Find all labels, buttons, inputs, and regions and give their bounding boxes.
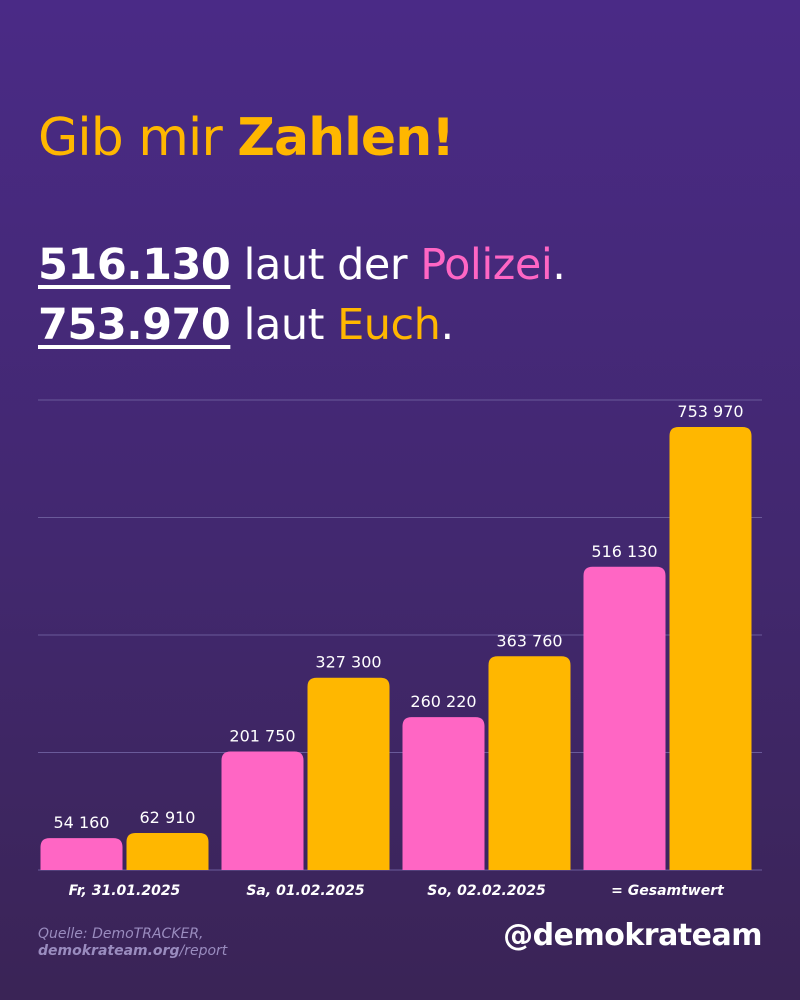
bar-value-label: 62 910	[140, 808, 196, 827]
category-label: Sa, 01.02.2025	[246, 883, 365, 899]
bar-community	[307, 677, 390, 870]
source-community: Euch	[337, 300, 441, 350]
bar-community	[488, 656, 571, 870]
bar-value-label: 260 220	[410, 692, 476, 711]
source-path: /report	[179, 943, 228, 959]
category-label: = Gesamtwert	[611, 883, 725, 899]
bar-value-label: 753 970	[677, 402, 743, 421]
stat-line-2-end: .	[440, 300, 454, 350]
bar-police	[221, 751, 304, 870]
stat-line-police: 516.130 laut der Polizei.	[38, 240, 566, 290]
police-total: 516.130	[38, 240, 231, 290]
bar-community	[126, 833, 209, 870]
stat-line-2-middle: laut	[230, 300, 338, 350]
bar-chart: 54 160 62 910 Fr, 31.01.2025 201 750 327 300…	[38, 399, 762, 899]
stat-line-1-middle: laut der	[230, 240, 421, 290]
source-note: Quelle: DemoTRACKER, demokrateam.org/rep…	[38, 926, 227, 960]
stat-line-1-end: .	[552, 240, 566, 290]
community-total: 753.970	[38, 300, 231, 350]
bar-police	[402, 717, 485, 870]
source-line: Quelle: DemoTRACKER,	[38, 926, 204, 942]
bar-police	[583, 566, 666, 870]
source-police: Polizei	[420, 240, 553, 290]
bar-value-label: 327 300	[315, 653, 381, 672]
bar-value-label: 516 130	[591, 542, 657, 561]
bar-value-label: 54 160	[54, 813, 110, 832]
bar-value-label: 363 760	[496, 631, 562, 650]
source-domain: demokrateam.org	[38, 943, 180, 959]
bar-value-label: 201 750	[229, 726, 295, 745]
title-part-2: Zahlen!	[237, 108, 455, 168]
page-title: Gib mir Zahlen!	[38, 108, 455, 168]
social-handle: @demokrateam	[503, 918, 762, 953]
stat-line-community: 753.970 laut Euch.	[38, 300, 454, 350]
title-part-1: Gib mir	[38, 108, 238, 168]
bar-police	[40, 838, 123, 870]
category-label: So, 02.02.2025	[427, 883, 546, 899]
category-label: Fr, 31.01.2025	[69, 883, 181, 899]
bar-community	[669, 427, 752, 870]
